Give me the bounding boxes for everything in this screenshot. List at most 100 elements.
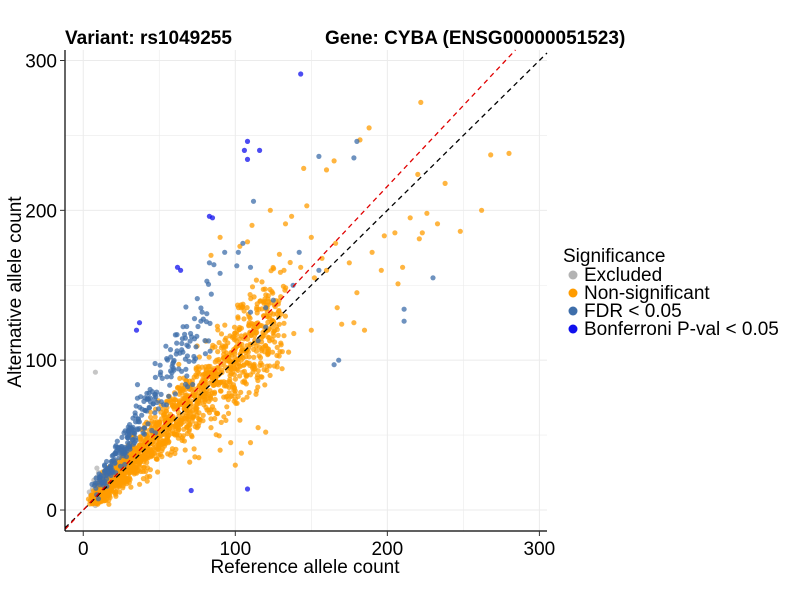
- point-non-significant: [185, 423, 191, 429]
- point-non-significant: [140, 476, 146, 482]
- point-non-significant: [276, 251, 282, 257]
- point-non-significant: [141, 464, 147, 470]
- point-fdr-0-05: [263, 305, 269, 311]
- point-non-significant: [226, 379, 232, 385]
- point-fdr-0-05: [98, 472, 104, 479]
- point-non-significant: [176, 398, 182, 404]
- point-fdr-0-05: [141, 431, 147, 437]
- point-non-significant: [200, 412, 206, 418]
- point-non-significant: [203, 364, 209, 370]
- point-non-significant: [147, 467, 153, 473]
- point-non-significant: [106, 501, 112, 507]
- point-fdr-0-05: [137, 404, 143, 410]
- point-non-significant: [157, 451, 163, 458]
- point-fdr-0-05: [152, 360, 158, 367]
- point-non-significant: [263, 292, 269, 298]
- point-non-significant: [274, 352, 280, 359]
- point-non-significant: [101, 494, 108, 500]
- point-non-significant: [171, 402, 177, 408]
- point-fdr-0-05: [193, 344, 199, 350]
- point-bonferroni-p-val-0-05: [244, 486, 251, 492]
- point-non-significant: [298, 264, 304, 270]
- point-non-significant: [187, 459, 193, 465]
- point-non-significant: [226, 390, 232, 396]
- point-non-significant: [277, 269, 283, 275]
- point-non-significant: [215, 327, 221, 333]
- point-fdr-0-05: [164, 374, 170, 380]
- point-non-significant: [351, 320, 357, 326]
- point-non-significant: [191, 374, 197, 380]
- point-fdr-0-05: [208, 291, 214, 297]
- point-fdr-0-05: [336, 357, 342, 363]
- point-non-significant: [85, 496, 92, 502]
- x-tick-label: 100: [219, 539, 251, 560]
- point-non-significant: [172, 450, 178, 457]
- point-non-significant: [247, 292, 253, 298]
- point-non-significant: [196, 400, 203, 406]
- point-fdr-0-05: [199, 309, 205, 315]
- point-non-significant: [228, 440, 234, 446]
- point-non-significant: [235, 367, 241, 373]
- point-non-significant: [238, 450, 244, 456]
- point-non-significant: [308, 234, 314, 240]
- point-non-significant: [244, 372, 250, 378]
- point-non-significant: [185, 394, 191, 400]
- point-non-significant: [126, 479, 132, 485]
- point-bonferroni-p-val-0-05: [244, 156, 251, 162]
- point-non-significant: [185, 419, 191, 425]
- point-non-significant: [265, 319, 271, 325]
- point-fdr-0-05: [250, 198, 257, 204]
- point-fdr-0-05: [168, 374, 174, 380]
- point-fdr-0-05: [102, 478, 108, 484]
- point-non-significant: [241, 316, 247, 322]
- point-fdr-0-05: [158, 369, 164, 375]
- point-fdr-0-05: [108, 463, 114, 469]
- point-fdr-0-05: [191, 316, 198, 322]
- point-non-significant: [148, 414, 154, 420]
- point-non-significant: [488, 152, 494, 158]
- point-non-significant: [418, 99, 424, 105]
- point-non-significant: [202, 393, 208, 399]
- point-non-significant: [308, 327, 314, 333]
- point-fdr-0-05: [222, 249, 228, 255]
- point-non-significant: [249, 284, 256, 290]
- point-non-significant: [202, 381, 208, 387]
- point-non-significant: [206, 354, 212, 360]
- point-fdr-0-05: [121, 430, 127, 436]
- reference-lines: [64, 49, 548, 530]
- point-non-significant: [196, 420, 202, 426]
- point-non-significant: [147, 432, 153, 438]
- point-non-significant: [231, 324, 238, 330]
- point-non-significant: [434, 221, 441, 227]
- point-non-significant: [262, 382, 268, 388]
- point-non-significant: [106, 497, 112, 503]
- point-non-significant: [224, 404, 230, 410]
- point-non-significant: [276, 309, 282, 315]
- y-tick-label: 0: [46, 501, 57, 522]
- point-fdr-0-05: [198, 305, 204, 311]
- point-fdr-0-05: [127, 422, 133, 428]
- point-fdr-0-05: [240, 240, 246, 246]
- point-non-significant: [400, 264, 406, 270]
- point-non-significant: [192, 454, 198, 460]
- point-non-significant: [407, 215, 413, 221]
- point-fdr-0-05: [331, 362, 337, 368]
- point-fdr-0-05: [200, 316, 206, 322]
- point-fdr-0-05: [179, 340, 185, 347]
- point-non-significant: [227, 372, 233, 379]
- point-non-significant: [323, 267, 330, 273]
- point-non-significant: [209, 404, 216, 410]
- point-bonferroni-p-val-0-05: [136, 320, 143, 326]
- point-non-significant: [211, 373, 217, 379]
- point-non-significant: [182, 447, 188, 453]
- point-non-significant: [195, 416, 201, 422]
- point-fdr-0-05: [145, 421, 151, 427]
- point-non-significant: [165, 451, 171, 457]
- point-non-significant: [291, 330, 297, 337]
- point-fdr-0-05: [92, 480, 98, 486]
- y-tick-label: 200: [25, 201, 57, 222]
- point-fdr-0-05: [119, 444, 125, 450]
- x-axis-title: Reference allele count: [210, 557, 400, 578]
- point-fdr-0-05: [430, 275, 436, 281]
- point-non-significant: [193, 365, 199, 371]
